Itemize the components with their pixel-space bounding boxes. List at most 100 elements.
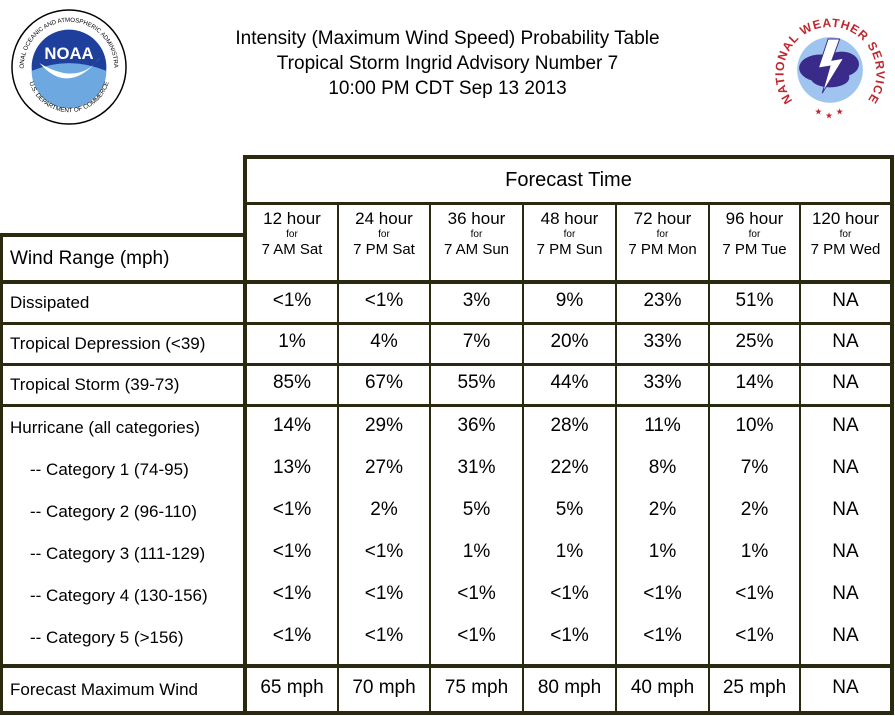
grid-line [890, 155, 894, 715]
column-time: 7 PM Tue [722, 241, 787, 258]
table-cell: <1% [272, 625, 312, 646]
table-cell: NA [832, 290, 859, 311]
table-cell: 14% [272, 415, 312, 436]
grid-line [0, 280, 894, 284]
grid-line [243, 155, 247, 715]
table-cell: NA [832, 415, 859, 436]
table-cell: 25 mph [722, 676, 787, 698]
table-cell: 1% [740, 541, 769, 562]
grid-line [0, 664, 894, 668]
table-cell: <1% [272, 583, 312, 604]
table-cell: <1% [364, 290, 404, 311]
wind-range-header: Wind Range (mph) [10, 247, 170, 269]
table-cell: 27% [364, 457, 404, 478]
table-cell: 85% [272, 372, 312, 393]
column-time: 7 AM Sat [261, 241, 323, 258]
forecast-time-header: Forecast Time [505, 169, 632, 191]
table-cell: 20% [550, 331, 589, 352]
grid-line [0, 233, 247, 237]
grid-line [243, 155, 894, 159]
row-label: Forecast Maximum Wind [10, 679, 198, 699]
table-cell: <1% [364, 625, 404, 646]
grid-line [429, 203, 431, 715]
table-cell: 2% [370, 499, 398, 520]
table-cell: 3% [462, 290, 491, 311]
column-for: for [286, 229, 298, 240]
noaa-wordmark: NOAA [44, 44, 93, 63]
title-line-1: Intensity (Maximum Wind Speed) Probabili… [235, 28, 660, 49]
table-cell: NA [832, 331, 859, 352]
column-time: 7 PM Wed [810, 241, 881, 258]
row-label: -- Category 3 (111-129) [30, 544, 206, 563]
table-cell: <1% [457, 583, 496, 604]
table-cell: 22% [550, 457, 589, 478]
table-cell: 23% [643, 290, 682, 311]
column-header: 36 hour for 7 AM Sun [431, 209, 522, 259]
grid-line [337, 203, 339, 715]
column-time: 7 PM Mon [628, 241, 697, 258]
table-cell: <1% [735, 583, 774, 604]
table-cell: NA [832, 583, 859, 604]
grid-line [0, 404, 894, 407]
table-cell: 10% [735, 415, 774, 436]
table-cell: 1% [462, 541, 491, 562]
row-label: -- Category 1 (74-95) [30, 460, 189, 479]
column-time: 7 AM Sun [443, 241, 510, 258]
table-cell: 70 mph [352, 676, 416, 698]
svg-text:★: ★ [836, 107, 844, 117]
table-cell: <1% [643, 625, 682, 646]
table-cell: 1% [555, 541, 584, 562]
column-for: for [378, 229, 390, 240]
noaa-logo-icon: NOAA NATIONAL OCEANIC AND ATMOSPHERIC AD… [10, 8, 127, 125]
table-cell: 80 mph [537, 676, 602, 698]
column-for: for [656, 229, 669, 240]
table-cell: 65 mph [260, 676, 324, 698]
table-cell: <1% [272, 290, 312, 311]
grid-line [243, 202, 894, 205]
column-time: 7 PM Sun [536, 241, 603, 258]
column-header: 24 hour for 7 PM Sat [339, 209, 429, 259]
table-cell: 8% [648, 457, 677, 478]
column-for: for [839, 229, 852, 240]
table-cell: 9% [555, 290, 584, 311]
column-hours: 120 hour [811, 209, 880, 228]
table-cell: <1% [272, 541, 312, 562]
table-cell: 55% [457, 372, 496, 393]
table-cell: <1% [457, 625, 496, 646]
grid-line [799, 203, 801, 715]
table-cell: <1% [364, 583, 404, 604]
column-header: 72 hour for 7 PM Mon [617, 209, 708, 259]
table-cell: 7% [740, 457, 769, 478]
column-for: for [748, 229, 761, 240]
svg-text:★: ★ [815, 107, 823, 117]
table-cell: 75 mph [444, 676, 509, 698]
table-cell: 40 mph [630, 676, 695, 698]
table-cell: 33% [643, 372, 682, 393]
table-cell: 25% [735, 331, 774, 352]
row-label: -- Category 2 (96-110) [30, 502, 197, 521]
column-for: for [563, 229, 576, 240]
title-line-3: 10:00 PM CDT Sep 13 2013 [328, 78, 567, 99]
table-cell: 1% [278, 331, 306, 352]
column-header: 120 hour for 7 PM Wed [801, 209, 890, 259]
row-label: -- Category 5 (>156) [30, 628, 184, 647]
row-label: Dissipated [10, 293, 90, 312]
table-cell: NA [832, 625, 859, 646]
column-hours: 36 hour [447, 209, 506, 228]
table-cell: <1% [550, 625, 589, 646]
table-cell: 5% [462, 499, 491, 520]
table-cell: 33% [643, 331, 682, 352]
grid-line [0, 711, 894, 715]
table-cell: NA [832, 541, 859, 562]
column-hours: 24 hour [355, 209, 413, 228]
grid-line [0, 233, 3, 715]
row-label: Tropical Storm (39-73) [10, 375, 180, 394]
svg-text:★: ★ [825, 111, 833, 121]
column-hours: 96 hour [725, 209, 784, 228]
table-cell: 28% [550, 415, 589, 436]
column-hours: 48 hour [540, 209, 599, 228]
table-cell: 51% [735, 290, 774, 311]
grid-line [615, 203, 617, 715]
table-cell: 36% [457, 415, 496, 436]
grid-line [0, 322, 894, 325]
